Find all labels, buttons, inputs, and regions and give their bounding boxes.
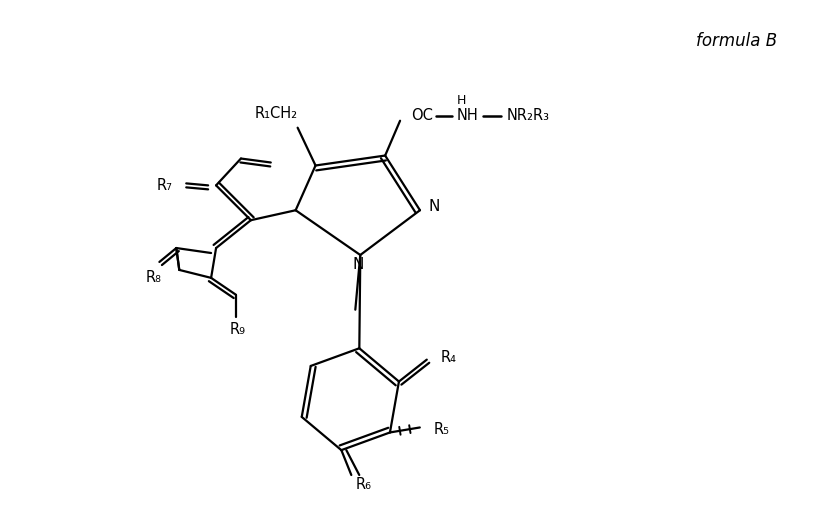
Text: R₅: R₅ [434, 422, 450, 437]
Text: N: N [352, 258, 364, 272]
Text: R₇: R₇ [157, 178, 172, 193]
Text: H: H [457, 94, 466, 107]
Text: R₆: R₆ [356, 477, 371, 492]
Text: NH: NH [457, 108, 478, 123]
Text: R₉: R₉ [230, 322, 246, 337]
Text: R₄: R₄ [441, 350, 456, 365]
Text: NR₂R₃: NR₂R₃ [507, 108, 550, 123]
Text: N: N [428, 199, 440, 214]
Text: OC: OC [411, 108, 433, 123]
Text: R₁CH₂: R₁CH₂ [254, 106, 297, 121]
Text: formula B: formula B [695, 32, 776, 50]
Text: R₈: R₈ [145, 270, 162, 286]
